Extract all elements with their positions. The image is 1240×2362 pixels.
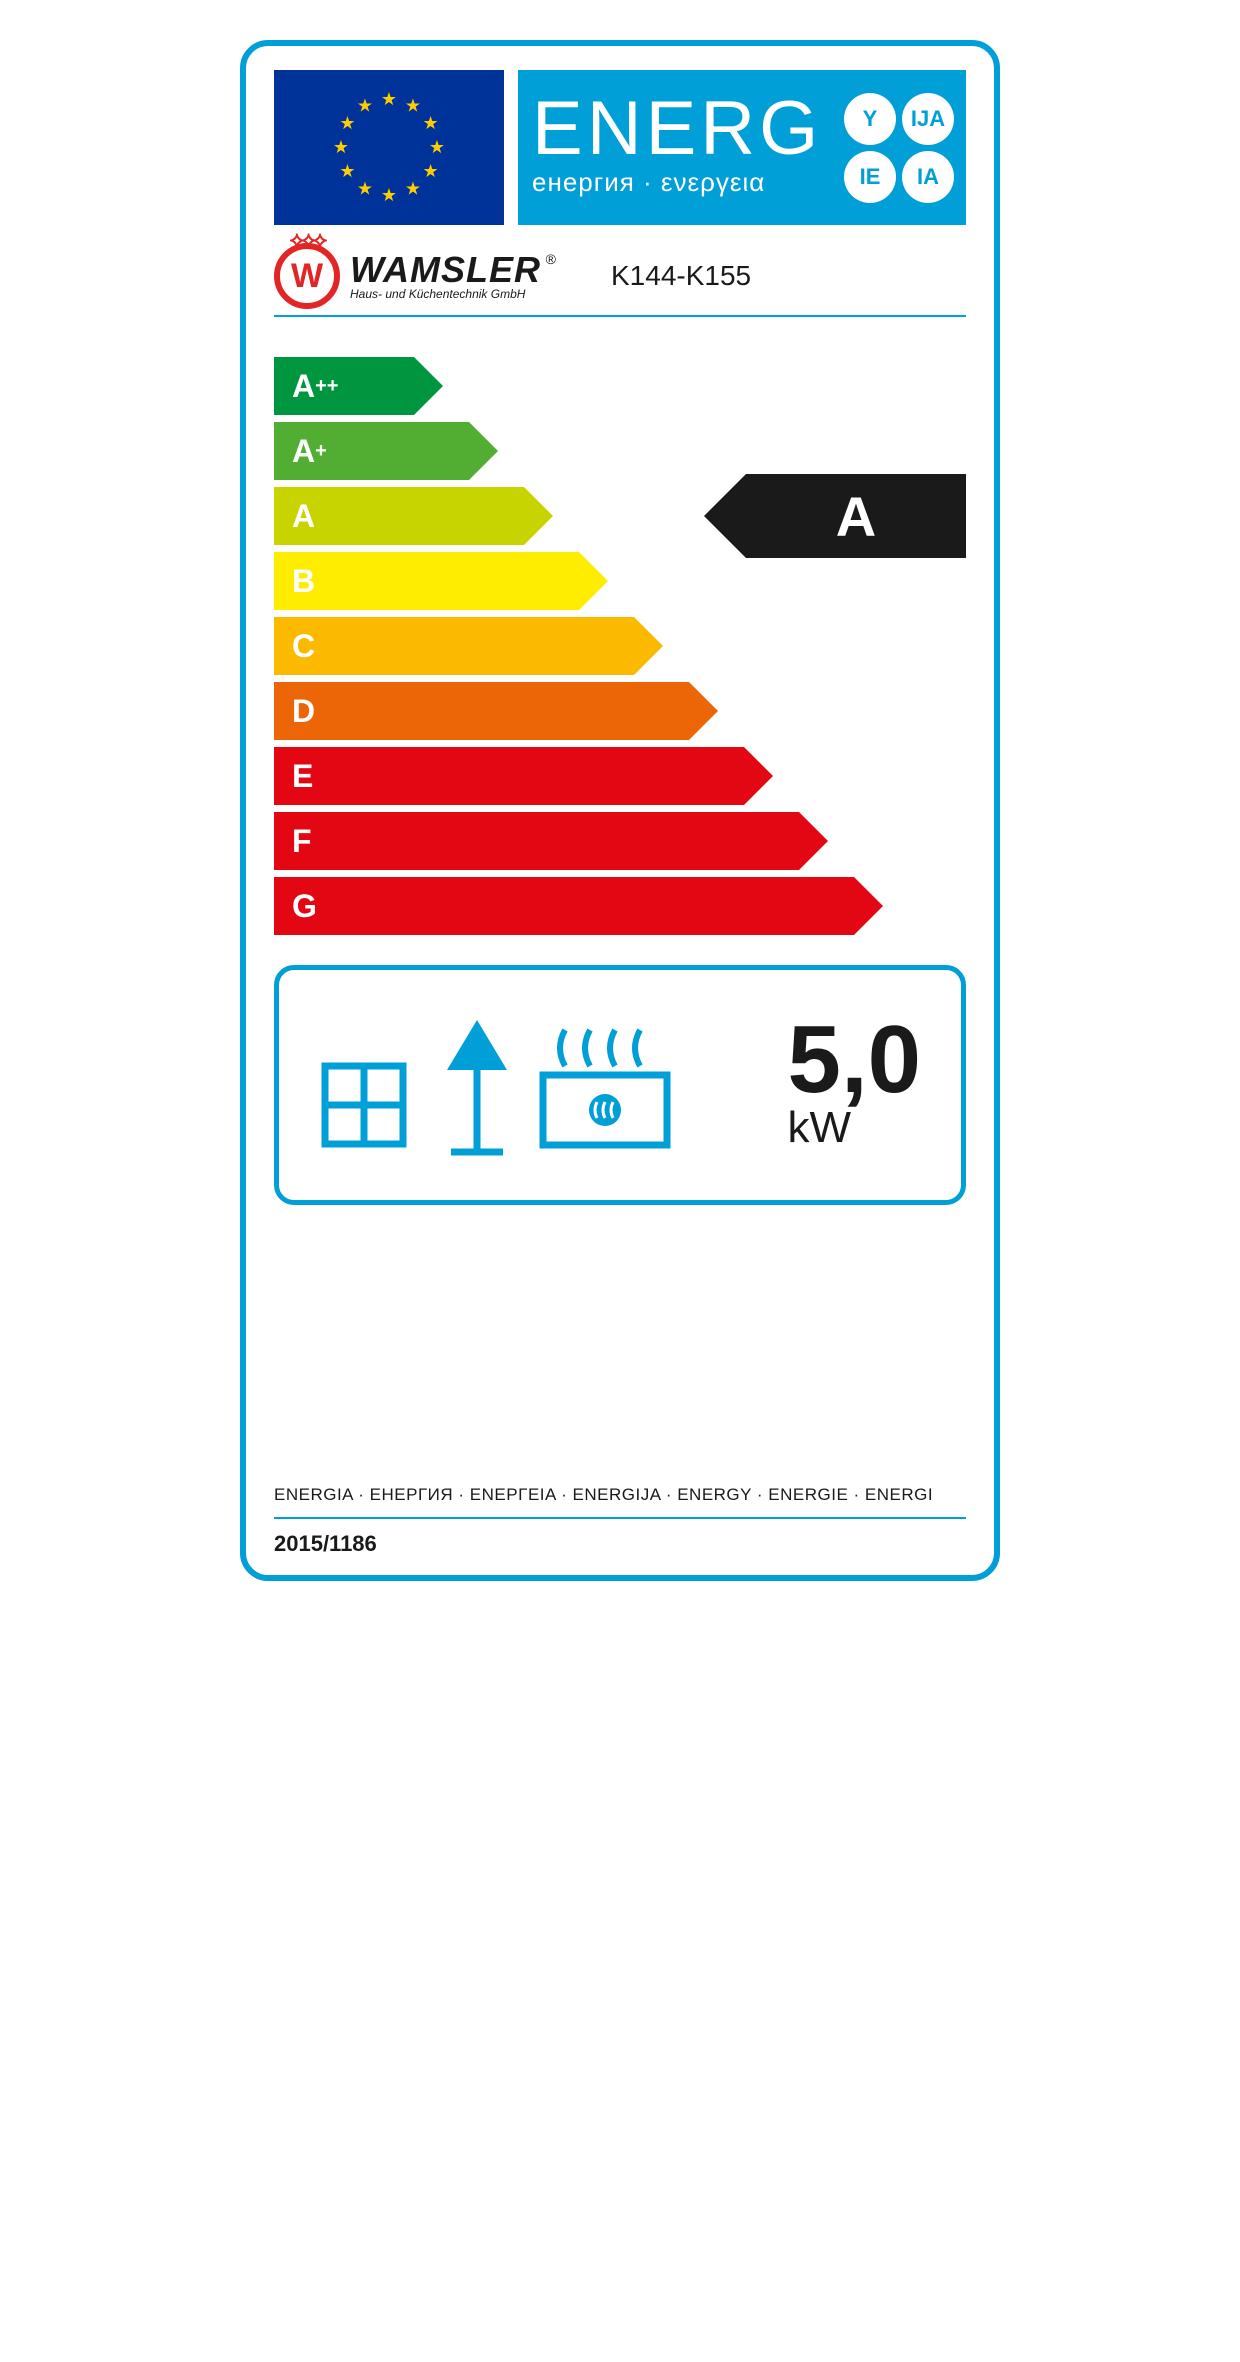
brand-logo: ⟡⟡⟡ W WAMSLER Haus- und Küchentechnik Gm… xyxy=(274,243,541,309)
stove-icon xyxy=(535,1020,675,1160)
lang-badge: IA xyxy=(902,151,954,203)
efficiency-class-row: F xyxy=(274,812,966,870)
svg-text:★: ★ xyxy=(405,179,421,199)
header-row: ★★★★★★★★★★★★ ENERG енергия · ενεργεια YI… xyxy=(274,70,966,225)
efficiency-arrow: G xyxy=(274,877,854,935)
brand-text: WAMSLER Haus- und Küchentechnik GmbH xyxy=(350,252,541,300)
svg-text:★: ★ xyxy=(333,137,349,157)
svg-text:★: ★ xyxy=(429,137,445,157)
efficiency-class-row: C xyxy=(274,617,966,675)
svg-text:★: ★ xyxy=(339,161,355,181)
brand-circle-icon: ⟡⟡⟡ W xyxy=(274,243,340,309)
lang-badges: YIJAIEIA xyxy=(844,93,954,203)
svg-text:★: ★ xyxy=(422,113,438,133)
selected-class-indicator: A xyxy=(746,474,966,558)
efficiency-class-row: E xyxy=(274,747,966,805)
efficiency-class-row: D xyxy=(274,682,966,740)
efficiency-class-row: B xyxy=(274,552,966,610)
svg-text:★: ★ xyxy=(381,89,397,109)
svg-text:★: ★ xyxy=(357,95,373,115)
energ-title: ENERG xyxy=(532,93,822,165)
lang-badge: Y xyxy=(844,93,896,145)
brand-model-row: ⟡⟡⟡ W WAMSLER Haus- und Küchentechnik Gm… xyxy=(274,243,966,317)
efficiency-arrow: A xyxy=(274,487,524,545)
power-number: 5,0 xyxy=(788,1017,921,1103)
efficiency-rating-chart: A++A+ABCDEFGA xyxy=(274,357,966,937)
regulation-number: 2015/1186 xyxy=(274,1531,966,1557)
efficiency-class-row: A++ xyxy=(274,357,966,415)
svg-text:★: ★ xyxy=(422,161,438,181)
footer-languages: ENERGIA · ЕНЕРГИЯ · ΕΝΕΡΓΕΙΑ · ENERGIJA … xyxy=(274,1485,966,1519)
efficiency-class-row: A+ xyxy=(274,422,966,480)
heating-icons xyxy=(319,1010,675,1160)
window-icon xyxy=(319,1060,419,1160)
lamp-icon xyxy=(437,1010,517,1160)
brand-w-icon: W xyxy=(291,257,323,296)
energ-text: ENERG енергия · ενεργεια xyxy=(532,93,822,198)
efficiency-arrow: E xyxy=(274,747,744,805)
efficiency-arrow: F xyxy=(274,812,799,870)
model-number: K144-K155 xyxy=(611,260,751,292)
efficiency-class-row: G xyxy=(274,877,966,935)
eu-flag-icon: ★★★★★★★★★★★★ xyxy=(274,70,504,225)
efficiency-arrow: A+ xyxy=(274,422,469,480)
brand-name: WAMSLER xyxy=(350,252,541,288)
efficiency-arrow: D xyxy=(274,682,689,740)
lang-badge: IE xyxy=(844,151,896,203)
power-value: 5,0 kW xyxy=(788,1017,921,1153)
efficiency-arrow: B xyxy=(274,552,579,610)
svg-text:★: ★ xyxy=(381,185,397,205)
energy-label: ★★★★★★★★★★★★ ENERG енергия · ενεργεια YI… xyxy=(240,40,1000,1581)
energ-subtitle: енергия · ενεργεια xyxy=(532,167,822,198)
flames-icon: ⟡⟡⟡ xyxy=(290,227,325,253)
energ-block: ENERG енергия · ενεργεια YIJAIEIA xyxy=(518,70,966,225)
lang-badge: IJA xyxy=(902,93,954,145)
svg-text:★: ★ xyxy=(357,179,373,199)
efficiency-arrow: C xyxy=(274,617,634,675)
efficiency-arrow: A++ xyxy=(274,357,414,415)
power-output-box: 5,0 kW xyxy=(274,965,966,1205)
svg-text:★: ★ xyxy=(405,95,421,115)
svg-text:★: ★ xyxy=(339,113,355,133)
